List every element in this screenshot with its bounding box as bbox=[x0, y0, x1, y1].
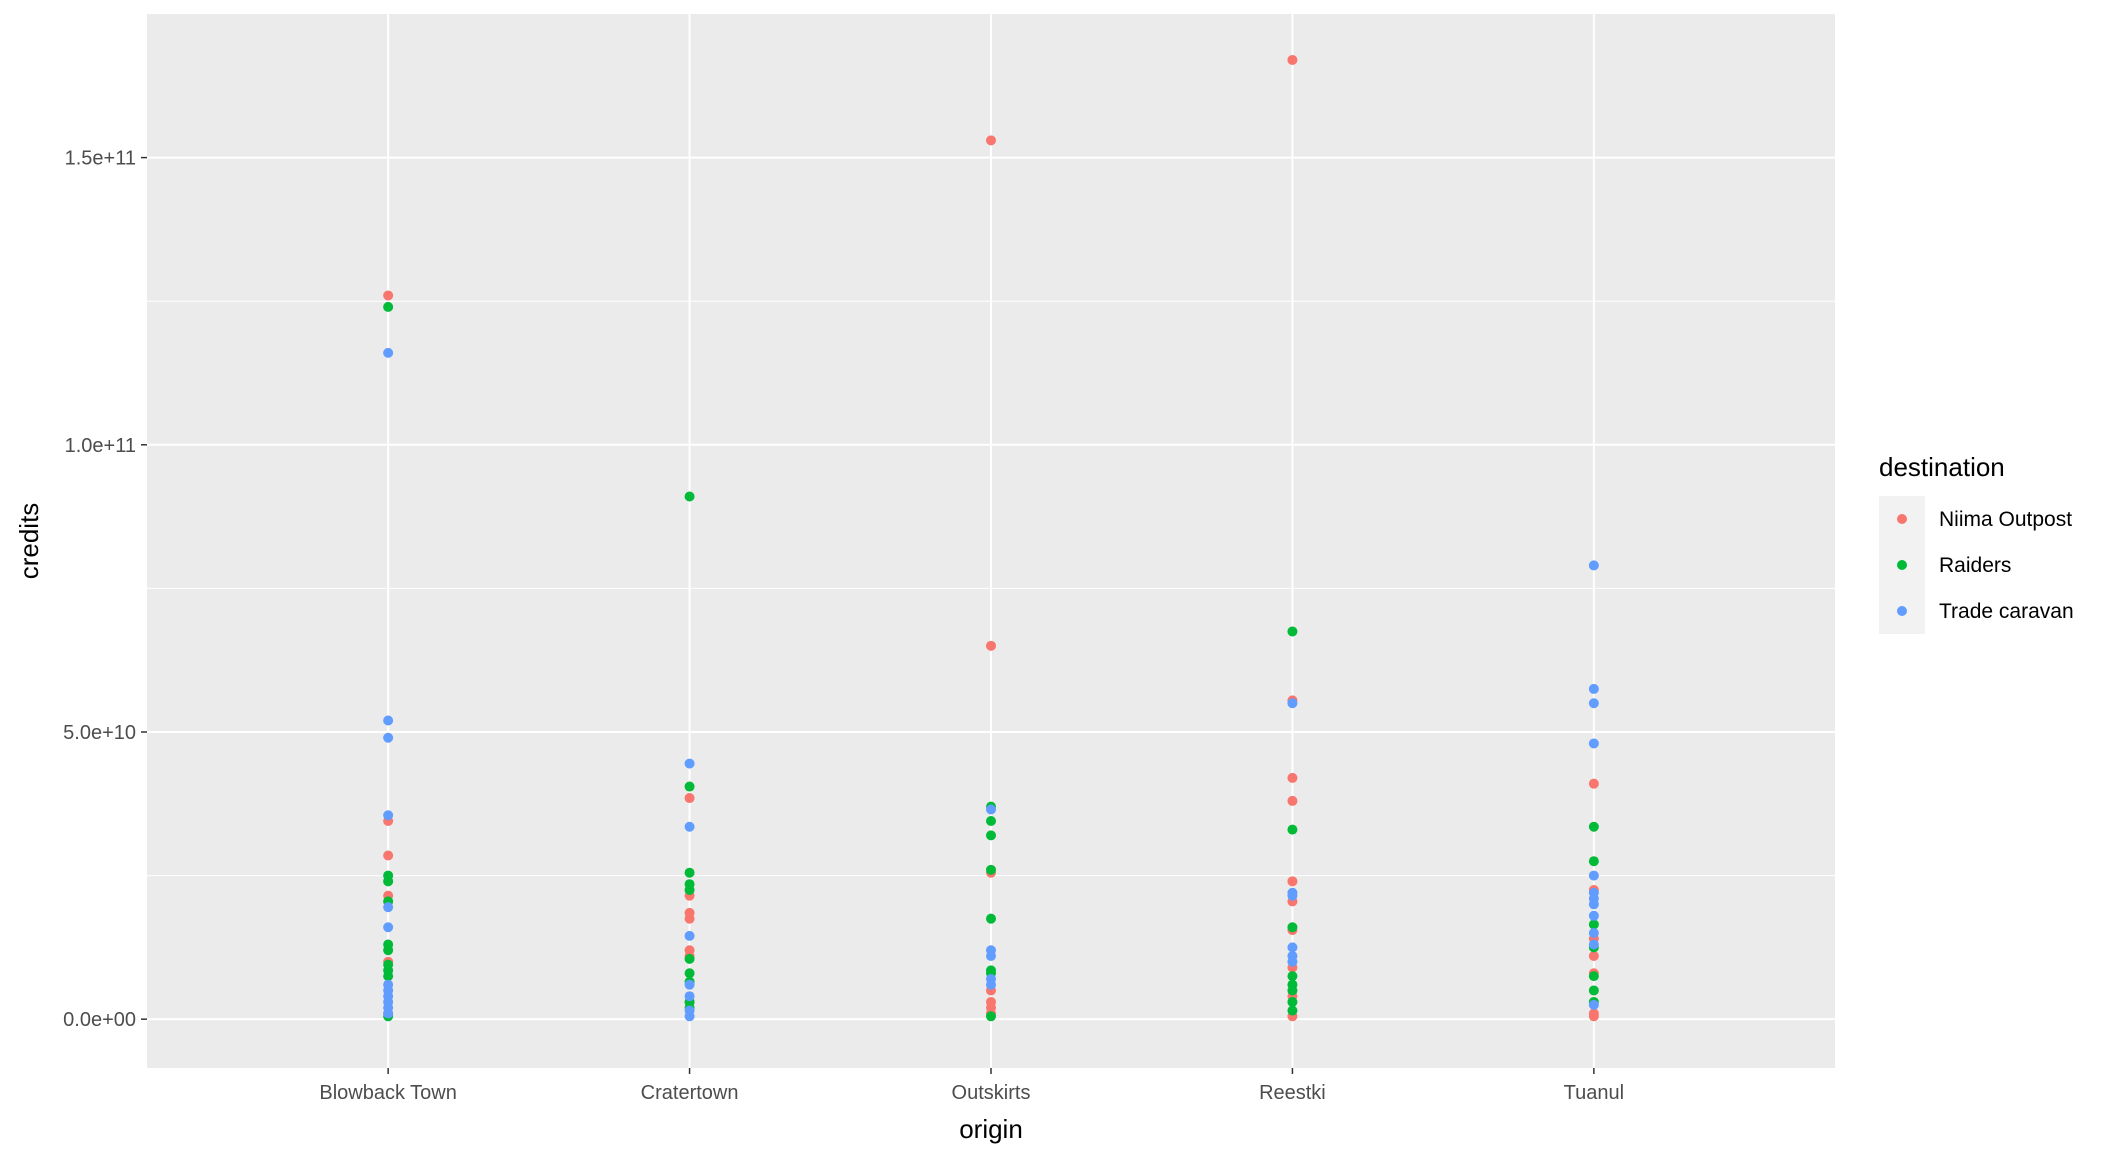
data-point bbox=[1588, 971, 1599, 982]
data-point bbox=[986, 979, 996, 990]
data-point bbox=[383, 945, 394, 956]
data-point bbox=[383, 715, 394, 726]
data-point bbox=[383, 922, 394, 933]
data-point bbox=[1287, 890, 1298, 901]
data-point bbox=[684, 793, 695, 804]
data-point bbox=[986, 804, 996, 815]
data-point bbox=[986, 640, 996, 651]
data-point bbox=[684, 953, 695, 964]
data-point bbox=[1588, 999, 1599, 1010]
x-axis: Blowback Town Cratertown Outskirts Reestki T… bbox=[319, 1068, 1624, 1104]
data-point bbox=[684, 491, 695, 502]
data-point bbox=[684, 913, 695, 924]
data-point bbox=[1588, 910, 1599, 921]
data-point bbox=[1287, 1005, 1298, 1016]
data-point bbox=[1588, 856, 1599, 867]
data-point bbox=[1287, 996, 1298, 1007]
x-tick-label: Blowback Town bbox=[319, 1082, 456, 1104]
legend-point bbox=[1897, 606, 1907, 616]
data-point bbox=[684, 1011, 695, 1022]
data-point bbox=[684, 867, 695, 878]
data-point bbox=[1287, 698, 1298, 709]
data-point bbox=[383, 347, 394, 358]
data-point bbox=[1588, 950, 1599, 961]
data-point bbox=[383, 301, 394, 312]
data-point bbox=[684, 930, 695, 941]
data-point bbox=[684, 884, 695, 895]
data-point bbox=[1287, 626, 1298, 637]
data-point bbox=[1287, 985, 1298, 996]
data-point bbox=[684, 979, 695, 990]
data-point bbox=[383, 971, 394, 982]
data-point bbox=[383, 850, 394, 861]
data-point bbox=[986, 864, 996, 875]
data-point bbox=[986, 1011, 996, 1022]
legend: destination Niima Outpost Raiders Trade ca… bbox=[1879, 452, 2074, 634]
data-point bbox=[1588, 919, 1599, 930]
data-point bbox=[383, 1008, 394, 1019]
legend-label: Trade caravan bbox=[1939, 600, 2074, 623]
x-tick-label: Outskirts bbox=[952, 1082, 1031, 1104]
legend-label: Niima Outpost bbox=[1939, 508, 2072, 531]
legend-point bbox=[1897, 560, 1907, 570]
data-point bbox=[1287, 942, 1298, 953]
data-point bbox=[1287, 824, 1298, 835]
y-axis: 0.0e+00 5.0e+10 1.0e+11 1.5e+11 bbox=[63, 148, 147, 1031]
data-point bbox=[986, 913, 996, 924]
data-point bbox=[1588, 928, 1599, 939]
legend-items: Niima Outpost Raiders Trade caravan bbox=[1879, 496, 2074, 634]
data-point bbox=[986, 950, 996, 961]
data-point bbox=[986, 135, 996, 146]
data-point bbox=[1588, 778, 1599, 789]
data-point bbox=[684, 821, 695, 832]
data-point bbox=[684, 758, 695, 769]
data-point bbox=[1588, 698, 1599, 709]
data-point bbox=[684, 991, 695, 1002]
y-tick-label: 5.0e+10 bbox=[63, 722, 136, 744]
x-axis-title: origin bbox=[959, 1114, 1023, 1144]
data-point bbox=[684, 781, 695, 792]
data-point bbox=[383, 876, 394, 887]
data-point bbox=[383, 902, 394, 913]
data-point bbox=[383, 290, 394, 301]
data-point bbox=[1588, 870, 1599, 881]
data-point bbox=[1588, 985, 1599, 996]
x-tick-label: Tuanul bbox=[1564, 1082, 1624, 1104]
data-point bbox=[1287, 956, 1298, 967]
data-point bbox=[1287, 922, 1298, 933]
y-axis-title: credits bbox=[14, 503, 44, 580]
data-point bbox=[1588, 1011, 1599, 1022]
data-point bbox=[1588, 899, 1599, 910]
data-point bbox=[1588, 738, 1599, 749]
data-point bbox=[1287, 876, 1298, 887]
data-point bbox=[1588, 821, 1599, 832]
data-point bbox=[383, 732, 394, 743]
data-point bbox=[383, 810, 394, 821]
x-tick-label: Cratertown bbox=[641, 1082, 739, 1104]
legend-point bbox=[1897, 514, 1907, 524]
data-point bbox=[1287, 971, 1298, 982]
legend-title: destination bbox=[1879, 452, 2005, 482]
data-point bbox=[1287, 772, 1298, 783]
data-point bbox=[1588, 939, 1599, 950]
data-point bbox=[1287, 54, 1298, 65]
data-points bbox=[383, 54, 1599, 1022]
y-tick-label: 1.0e+11 bbox=[65, 435, 136, 457]
data-point bbox=[986, 830, 996, 841]
y-tick-label: 1.5e+11 bbox=[65, 148, 136, 170]
data-point bbox=[1588, 683, 1599, 694]
y-tick-label: 0.0e+00 bbox=[63, 1009, 136, 1031]
legend-label: Raiders bbox=[1939, 554, 2011, 577]
data-point bbox=[1287, 795, 1298, 806]
x-tick-label: Reestki bbox=[1259, 1082, 1326, 1104]
data-point bbox=[1588, 560, 1599, 571]
data-point bbox=[684, 968, 695, 979]
data-point bbox=[986, 816, 996, 827]
